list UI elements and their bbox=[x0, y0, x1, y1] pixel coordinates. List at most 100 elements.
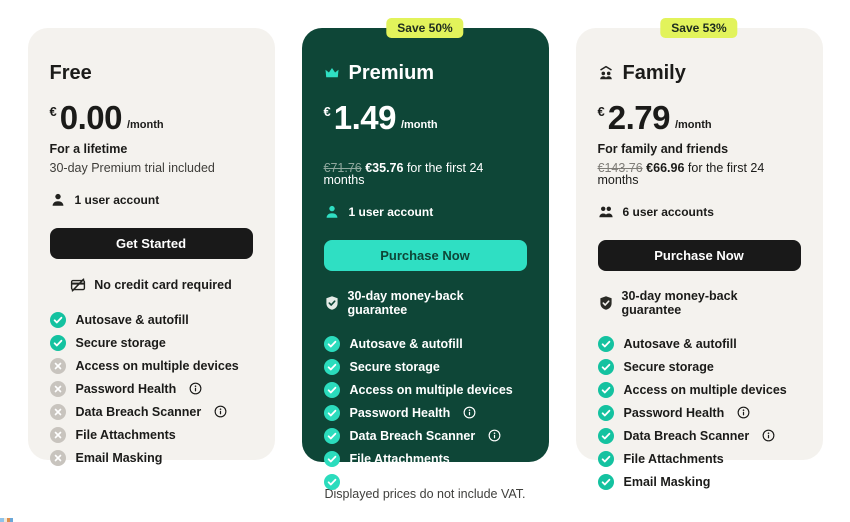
feature-row: Email Masking bbox=[598, 470, 801, 493]
price-period: /month bbox=[400, 119, 438, 132]
feature-row: Data Breach Scanner bbox=[324, 424, 527, 447]
feature-row: Password Health bbox=[50, 377, 253, 400]
price: € 2.79 /month bbox=[598, 101, 801, 135]
price: € 1.49 /month bbox=[324, 101, 527, 135]
feature-label: Access on multiple devices bbox=[349, 382, 513, 397]
accounts-label: 1 user account bbox=[348, 204, 434, 219]
x-circle-icon bbox=[50, 450, 66, 466]
check-circle-icon bbox=[598, 428, 614, 444]
check-circle-icon bbox=[598, 382, 614, 398]
price-amount: 0.00 bbox=[59, 99, 123, 137]
get-started-button[interactable]: Get Started bbox=[49, 228, 253, 260]
accounts-row: 1 user account bbox=[50, 192, 253, 208]
assurance-label: 30-day money-back guarantee bbox=[621, 289, 738, 318]
user-icon bbox=[50, 192, 66, 208]
currency-symbol: € bbox=[597, 104, 605, 120]
accounts-label: 1 user account bbox=[74, 192, 160, 207]
promo-suffix: for the first 24 months bbox=[597, 161, 765, 188]
screen-edge-artifact bbox=[0, 518, 13, 522]
plan-title: Family bbox=[598, 61, 801, 85]
feature-label: File Attachments bbox=[349, 451, 450, 466]
feature-row: Secure storage bbox=[50, 331, 253, 354]
feature-label: Email Masking bbox=[623, 474, 711, 489]
check-circle-icon bbox=[324, 336, 340, 352]
feature-row: Email Masking bbox=[50, 446, 253, 469]
family-icon bbox=[598, 65, 614, 81]
assurance-row: No credit card required bbox=[50, 277, 253, 293]
assurance-row: 30-day money-back guarantee bbox=[598, 289, 801, 317]
feature-row: Password Health bbox=[598, 401, 801, 424]
plan-card-family: Save 53% Family € 2.79 /month For family… bbox=[575, 18, 823, 460]
old-price: €143.76 bbox=[597, 161, 643, 176]
feature-row: Autosave & autofill bbox=[598, 332, 801, 355]
feature-row: Data Breach Scanner bbox=[598, 424, 801, 447]
feature-label: Secure storage bbox=[75, 335, 166, 350]
user-icon bbox=[324, 204, 340, 220]
x-circle-icon bbox=[50, 358, 66, 374]
feature-row: File Attachments bbox=[50, 423, 253, 446]
check-circle-icon bbox=[324, 382, 340, 398]
purchase-now-button[interactable]: Purchase Now bbox=[323, 240, 527, 272]
plan-subtitle: For family and friends bbox=[597, 142, 729, 157]
plan-name: Family bbox=[622, 61, 686, 84]
plan-title: Free bbox=[50, 61, 253, 85]
pricing-cards: Free € 0.00 /month For a lifetime 30-day… bbox=[27, 18, 823, 462]
feature-list: Autosave & autofill Secure storage Acces… bbox=[50, 308, 253, 469]
feature-label: Password Health bbox=[623, 405, 725, 420]
info-icon[interactable] bbox=[762, 429, 775, 442]
accounts-row: 6 user accounts bbox=[598, 204, 801, 220]
plan-name: Premium bbox=[348, 61, 435, 84]
assurance-label: No credit card required bbox=[94, 278, 232, 293]
check-circle-icon bbox=[598, 474, 614, 490]
x-circle-icon bbox=[50, 427, 66, 443]
feature-row: Email Masking bbox=[324, 470, 527, 493]
feature-label: Secure storage bbox=[349, 359, 440, 374]
plan-note: 30-day Premium trial included bbox=[49, 161, 215, 176]
currency-symbol: € bbox=[323, 104, 331, 120]
feature-row: Autosave & autofill bbox=[324, 332, 527, 355]
promo-price: €66.96 bbox=[646, 161, 685, 176]
check-circle-icon bbox=[324, 474, 340, 490]
x-circle-icon bbox=[50, 404, 66, 420]
plan-title: Premium bbox=[324, 61, 527, 85]
price-amount: 1.49 bbox=[333, 99, 397, 137]
assurance-label: 30-day money-back guarantee bbox=[347, 289, 464, 318]
promo-price-note: €71.76 €35.76 for the first 24 months bbox=[323, 161, 527, 188]
feature-label: Password Health bbox=[349, 405, 451, 420]
vat-disclaimer: Displayed prices do not include VAT. bbox=[324, 487, 526, 501]
info-icon[interactable] bbox=[189, 382, 202, 395]
info-icon[interactable] bbox=[737, 406, 750, 419]
check-circle-icon bbox=[598, 405, 614, 421]
info-icon[interactable] bbox=[214, 405, 227, 418]
check-circle-icon bbox=[50, 335, 66, 351]
plan-card-premium: Save 50% Premium € 1.49 /month €71.76 €3… bbox=[301, 18, 549, 462]
check-circle-icon bbox=[324, 451, 340, 467]
feature-label: Access on multiple devices bbox=[623, 382, 787, 397]
crown-icon bbox=[324, 65, 340, 81]
feature-row: Access on multiple devices bbox=[324, 378, 527, 401]
price: € 0.00 /month bbox=[50, 101, 253, 135]
feature-row: Password Health bbox=[324, 401, 527, 424]
info-icon[interactable] bbox=[488, 429, 501, 442]
info-icon[interactable] bbox=[463, 406, 476, 419]
feature-row: Secure storage bbox=[598, 355, 801, 378]
feature-label: Autosave & autofill bbox=[75, 312, 189, 327]
check-circle-icon bbox=[598, 451, 614, 467]
feature-row: Data Breach Scanner bbox=[50, 400, 253, 423]
feature-label: Autosave & autofill bbox=[349, 336, 463, 351]
check-circle-icon bbox=[324, 428, 340, 444]
feature-label: Data Breach Scanner bbox=[349, 428, 476, 443]
feature-row: File Attachments bbox=[598, 447, 801, 470]
accounts-row: 1 user account bbox=[324, 204, 527, 220]
price-period: /month bbox=[126, 119, 164, 132]
promo-price-note: €143.76 €66.96 for the first 24 months bbox=[597, 161, 801, 188]
users-icon bbox=[598, 204, 614, 220]
feature-label: Data Breach Scanner bbox=[623, 428, 750, 443]
feature-label: Access on multiple devices bbox=[75, 358, 239, 373]
no-credit-card-icon bbox=[70, 277, 86, 293]
promo-suffix: for the first 24 months bbox=[323, 161, 484, 188]
feature-row: File Attachments bbox=[324, 447, 527, 470]
check-circle-icon bbox=[50, 312, 66, 328]
purchase-now-button[interactable]: Purchase Now bbox=[597, 240, 801, 272]
plan-card-free: Free € 0.00 /month For a lifetime 30-day… bbox=[27, 28, 275, 460]
